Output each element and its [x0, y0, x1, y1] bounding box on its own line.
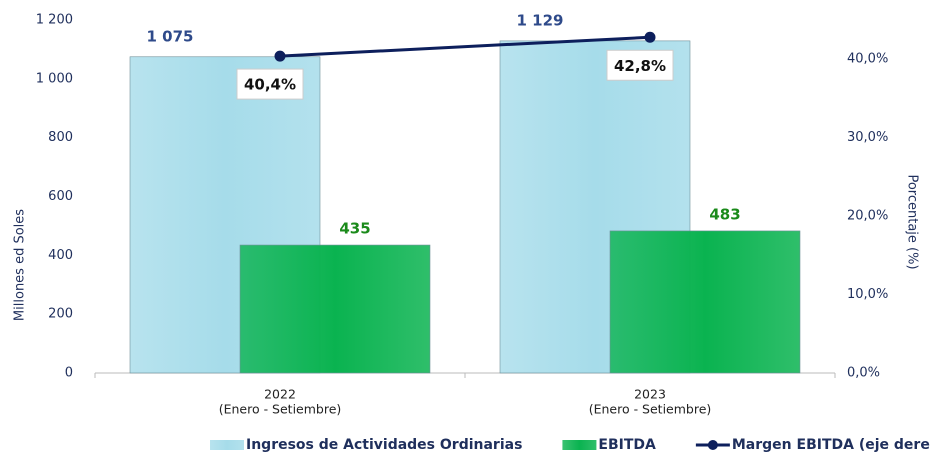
x-tick-label: 2022 — [264, 387, 296, 402]
y2-tick-label: 20,0% — [847, 209, 888, 224]
legend-swatch — [210, 440, 244, 450]
legend-label: EBITDA — [598, 437, 656, 453]
y2-axis-label: Porcentaje (%) — [905, 174, 920, 269]
y2-tick-label: 0,0% — [847, 366, 880, 381]
value-label: 42,8% — [614, 57, 666, 75]
value-label: 483 — [709, 205, 740, 223]
y-axis-label: Millones ed Soles — [13, 209, 28, 321]
x-tick-label: (Enero - Setiembre) — [589, 402, 712, 417]
y-tick-label: 0 — [65, 366, 73, 381]
label-box — [606, 49, 674, 81]
y2-tick-label: 10,0% — [847, 287, 888, 302]
y-tick-label: 1 200 — [36, 13, 73, 28]
y-tick-label: 400 — [48, 248, 73, 263]
value-label: 1 129 — [517, 11, 564, 29]
x-tick-label: (Enero - Setiembre) — [219, 402, 342, 417]
line — [279, 35, 651, 58]
y2-tick-label: 40,0% — [847, 52, 888, 67]
value-label: 40,4% — [244, 76, 296, 94]
value-label: 435 — [339, 220, 370, 238]
value-label: 1 075 — [147, 27, 194, 45]
y-tick-label: 600 — [48, 189, 73, 204]
line-point — [644, 31, 656, 43]
y-tick-label: 200 — [48, 307, 73, 322]
y-tick-label: 800 — [48, 130, 73, 145]
bar — [239, 244, 431, 374]
y2-tick-label: 30,0% — [847, 130, 888, 145]
legend-swatch — [707, 440, 718, 450]
x-tick-label: 2023 — [634, 387, 666, 402]
bar — [609, 230, 801, 374]
line-point — [274, 50, 286, 62]
legend-label: Margen EBITDA (eje derecho) — [732, 437, 930, 453]
legend-label: Ingresos de Actividades Ordinarias — [246, 437, 522, 453]
y-tick-label: 1 000 — [36, 71, 73, 86]
legend-swatch — [562, 440, 597, 450]
label-box — [236, 68, 304, 100]
